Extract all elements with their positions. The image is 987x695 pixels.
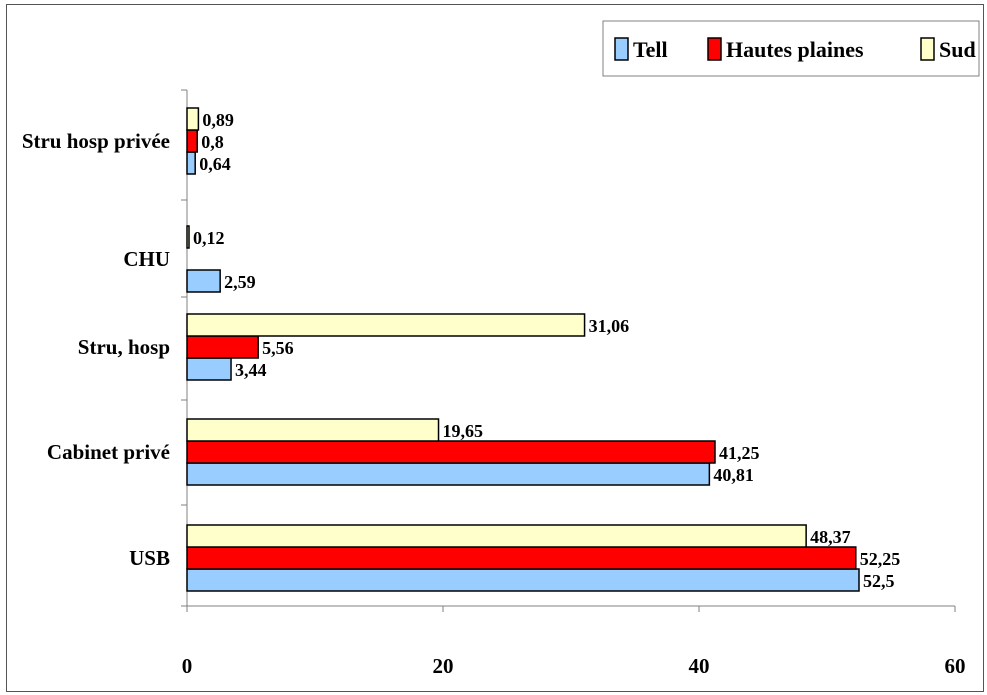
bar-sud	[186, 107, 200, 131]
data-label: 40,81	[713, 465, 754, 485]
category-label: Cabinet privé	[47, 440, 170, 464]
legend-swatch	[614, 37, 629, 61]
data-label: 0,8	[201, 132, 224, 152]
data-label: 2,59	[224, 272, 256, 292]
data-label: 41,25	[719, 443, 760, 463]
category-label: Stru hosp privée	[22, 129, 170, 153]
bar-tell	[186, 462, 711, 486]
legend-swatch	[707, 37, 722, 61]
x-tick-label: 60	[945, 654, 966, 678]
x-tick-label: 20	[433, 654, 454, 678]
data-label: 0,12	[193, 228, 225, 248]
data-label: 52,25	[860, 549, 901, 569]
x-tick-label: 0	[182, 654, 193, 678]
bar-sud	[186, 313, 586, 337]
data-label: 0,89	[202, 110, 234, 130]
data-label: 5,56	[262, 338, 294, 358]
bar-sud	[186, 225, 190, 249]
bar-tell	[186, 151, 196, 175]
legend-label: Hautes plaines	[726, 37, 864, 62]
bar-sud	[186, 418, 440, 442]
data-label: 31,06	[589, 316, 630, 336]
bars: 52,5 40,81 3,44 2,59 0,64 52,25 41,25 5,56 0,8 48…	[186, 107, 901, 592]
data-label: 19,65	[443, 421, 484, 441]
bar-hautes-plaines	[186, 129, 198, 153]
data-label: 48,37	[810, 527, 851, 547]
data-label: 3,44	[235, 360, 266, 380]
data-label: 52,5	[863, 571, 895, 591]
bar-hautes-plaines	[186, 440, 716, 464]
legend-label: Tell	[633, 37, 668, 62]
legend: Tell Hautes plaines Sud	[602, 20, 980, 77]
bar-sud	[186, 524, 807, 548]
category-label: CHU	[123, 247, 170, 271]
category-label: USB	[129, 546, 170, 570]
bar-hautes-plaines	[186, 546, 857, 570]
legend-box	[602, 20, 980, 77]
axes: 0 20 40 60 USB Cabinet privé Stru, hosp CHU Stru…	[22, 89, 966, 678]
bar-tell	[186, 568, 860, 592]
bar-tell	[186, 269, 221, 293]
bar-tell	[186, 357, 232, 381]
legend-swatch	[920, 37, 935, 61]
category-label: Stru, hosp	[78, 335, 170, 359]
legend-label: Sud	[939, 37, 976, 62]
bar-hautes-plaines	[186, 335, 259, 359]
x-tick-label: 40	[689, 654, 710, 678]
data-label: 0,64	[199, 154, 231, 174]
